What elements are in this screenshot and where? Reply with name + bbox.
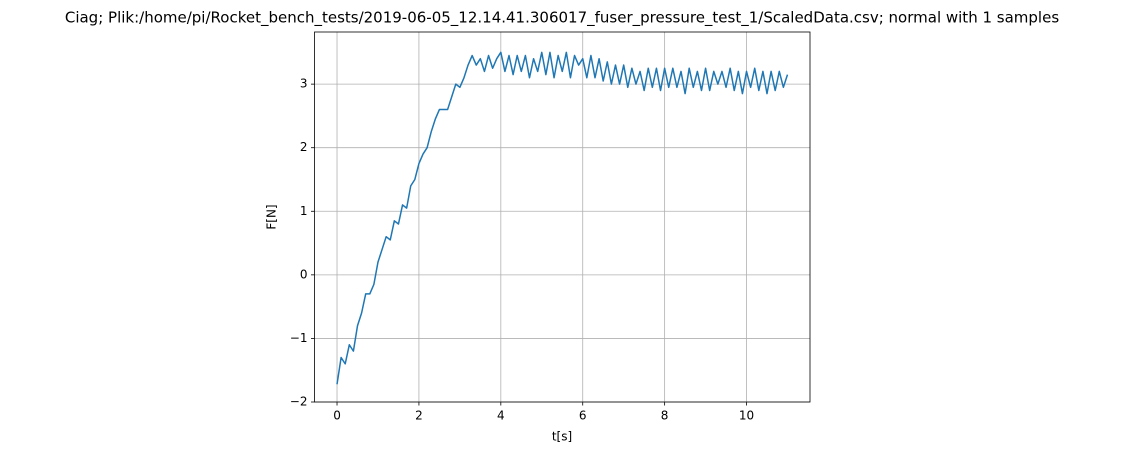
x-tick-label: 6: [579, 409, 587, 423]
x-tick-label: 0: [333, 409, 341, 423]
y-tick-label: 0: [300, 267, 308, 281]
chart-title: Ciag; Plik:/home/pi/Rocket_bench_tests/2…: [65, 9, 1059, 28]
data-line: [336, 51, 789, 385]
x-tick-label: 2: [415, 409, 423, 423]
y-tick-label: 1: [300, 204, 308, 218]
x-tick-label: 10: [739, 409, 754, 423]
y-tick-label: −2: [290, 395, 308, 409]
y-tick-label: 3: [300, 77, 308, 91]
x-tick-label: 4: [497, 409, 505, 423]
x-axis-label: t[s]: [552, 430, 572, 444]
y-axis-label: F[N]: [265, 204, 279, 229]
y-tick-label: −1: [290, 331, 308, 345]
x-tick-label: 8: [661, 409, 669, 423]
plot-frame: [314, 31, 811, 403]
y-tick-label: 2: [300, 140, 308, 154]
